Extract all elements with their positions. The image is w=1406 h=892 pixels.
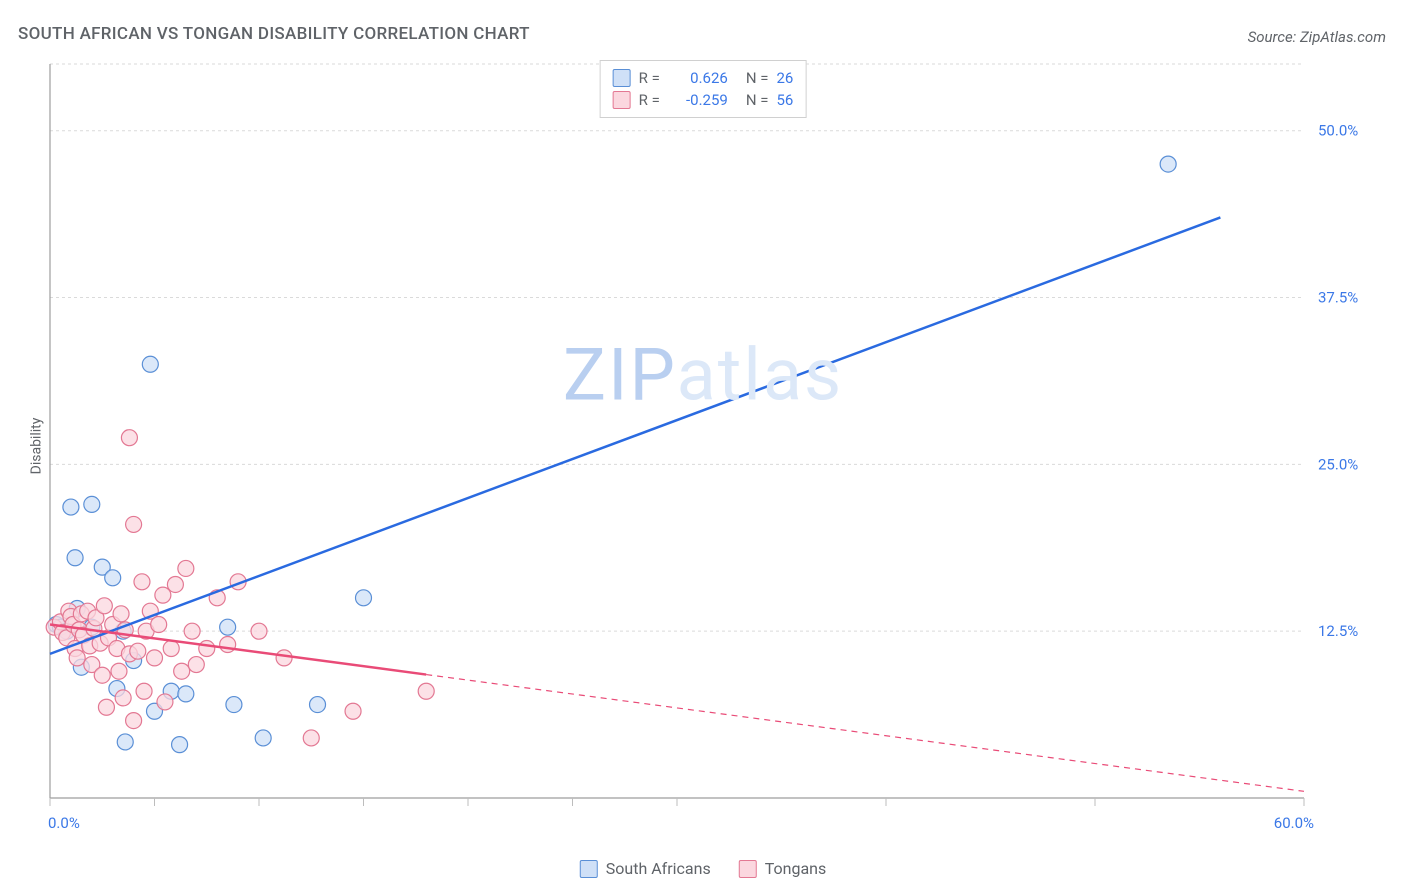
series-name: South Africans: [606, 859, 711, 878]
series-legend: South Africans Tongans: [580, 859, 826, 878]
chart-container: SOUTH AFRICAN VS TONGAN DISABILITY CORRE…: [0, 0, 1406, 892]
svg-text:12.5%: 12.5%: [1318, 622, 1358, 640]
legend-n-value: 26: [776, 69, 793, 87]
svg-text:50.0%: 50.0%: [1318, 122, 1358, 140]
y-axis-label: Disability: [28, 418, 44, 475]
svg-text:37.5%: 37.5%: [1318, 289, 1358, 307]
scatter-plot: 12.5% 25.0% 37.5% 50.0% 0.0% 60.0%: [44, 58, 1384, 838]
legend-swatch: [580, 860, 598, 878]
legend-n-value: 56: [776, 91, 793, 109]
chart-title: SOUTH AFRICAN VS TONGAN DISABILITY CORRE…: [18, 24, 530, 44]
legend-swatch: [739, 860, 757, 878]
svg-text:25.0%: 25.0%: [1318, 455, 1358, 473]
series-legend-item: South Africans: [580, 859, 711, 878]
legend-r-value: -0.259: [668, 91, 728, 109]
legend-r-value: 0.626: [668, 69, 728, 87]
svg-text:0.0%: 0.0%: [48, 814, 80, 832]
svg-text:60.0%: 60.0%: [1274, 814, 1314, 832]
legend-n-label: N =: [746, 69, 769, 87]
legend-r-label: R =: [639, 91, 660, 109]
legend-swatch: [613, 91, 631, 109]
series-legend-item: Tongans: [739, 859, 827, 878]
correlation-legend: R = 0.626 N = 26 R = -0.259 N = 56: [600, 60, 807, 118]
legend-swatch: [613, 69, 631, 87]
legend-n-label: N =: [746, 91, 769, 109]
legend-r-label: R =: [639, 69, 660, 87]
legend-row: R = 0.626 N = 26: [613, 67, 794, 89]
source-label: Source: ZipAtlas.com: [1248, 28, 1386, 46]
legend-row: R = -0.259 N = 56: [613, 89, 794, 111]
series-name: Tongans: [765, 859, 827, 878]
